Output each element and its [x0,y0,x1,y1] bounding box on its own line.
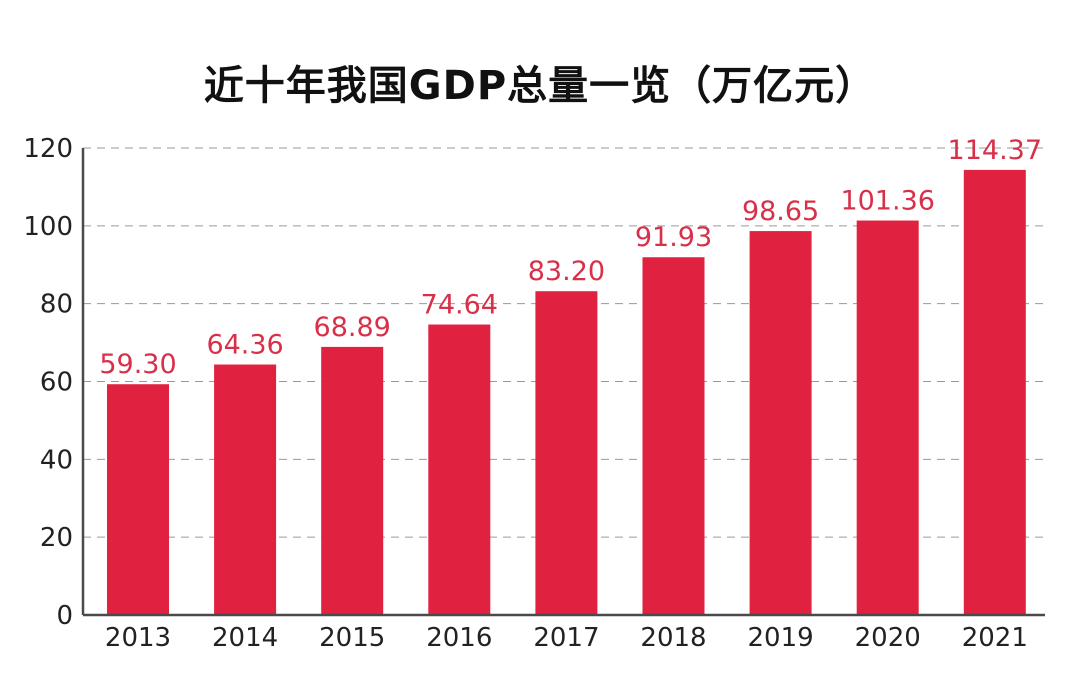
chart-title: 近十年我国GDP总量一览（万亿元） [203,63,877,109]
bar-2013 [107,384,169,615]
x-tick-label-2017: 2017 [533,623,599,653]
y-tick-label: 0 [56,601,73,631]
value-label-2020: 101.36 [840,186,934,217]
x-tick-label-2019: 2019 [748,623,814,653]
value-label-2017: 83.20 [528,256,605,287]
x-tick-label-2020: 2020 [855,623,921,653]
bar-2015 [321,346,384,615]
x-tick-label-2013: 2013 [105,623,171,653]
y-tick-label: 120 [23,134,73,164]
x-tick-label-2014: 2014 [212,623,278,653]
bar-2014 [214,364,277,615]
bar-2017 [535,291,598,615]
bar-2019 [749,231,812,615]
value-label-2015: 68.89 [314,312,391,343]
y-tick-label: 100 [23,212,73,242]
x-tick-label-2018: 2018 [640,623,706,653]
bar-2016 [428,324,491,615]
value-label-2021: 114.37 [948,135,1042,166]
y-tick-label: 40 [40,445,73,475]
x-tick-label-2016: 2016 [426,623,492,653]
data-labels: 59.30 64.36 68.89 74.64 83.20 91.93 98.65 101.3… [99,135,1042,380]
y-tick-label: 80 [40,290,73,320]
y-tick-label: 20 [40,523,73,553]
x-tick-label-2015: 2015 [319,623,385,653]
value-label-2016: 74.64 [421,290,498,321]
x-tick-label-2021: 2021 [962,623,1028,653]
value-label-2018: 91.93 [635,222,712,253]
axes: 0 20 40 60 80 100 120 2013 2014 2015 2016 2017 2018 2… [23,134,1045,653]
value-label-2013: 59.30 [99,349,176,380]
y-tick-label: 60 [40,368,73,398]
value-label-2014: 64.36 [206,330,283,361]
value-label-2019: 98.65 [742,196,819,227]
bar-2020 [856,220,919,616]
bar-2021 [963,169,1026,615]
bars [107,169,1026,616]
bar-2018 [642,257,705,615]
